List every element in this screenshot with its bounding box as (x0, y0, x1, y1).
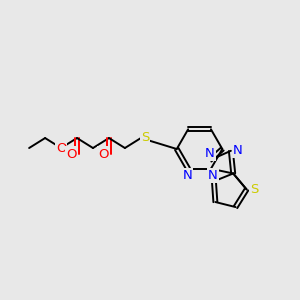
Text: N: N (208, 169, 218, 182)
Text: N: N (182, 169, 192, 182)
Text: N: N (233, 144, 243, 157)
Text: O: O (98, 148, 108, 160)
Text: O: O (66, 148, 76, 160)
Text: O: O (56, 142, 66, 154)
Text: S: S (250, 183, 259, 196)
Text: N: N (205, 147, 215, 160)
Text: S: S (141, 130, 149, 144)
